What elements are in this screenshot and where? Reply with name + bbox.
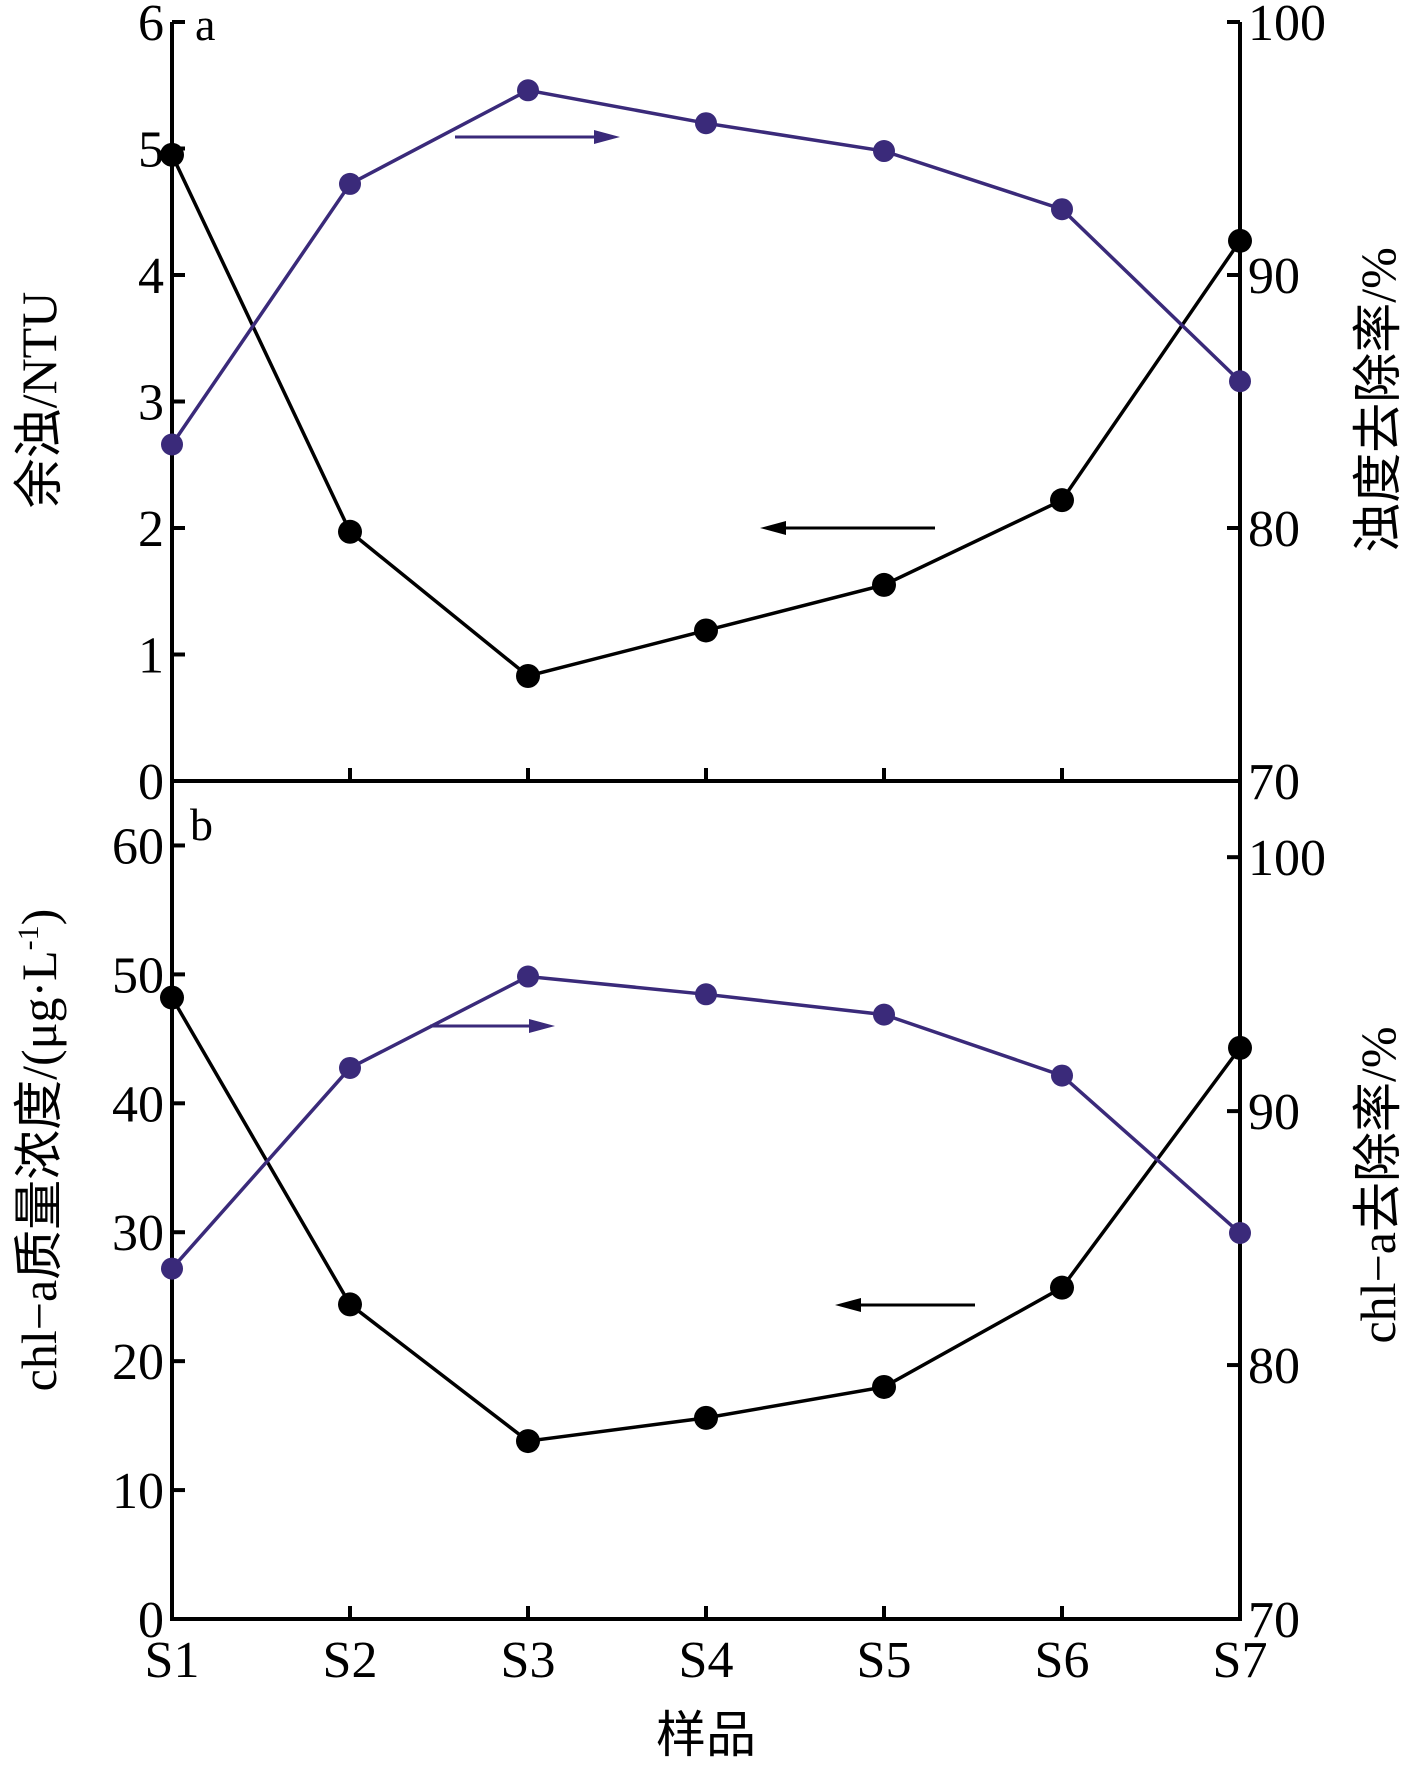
left-axis-title-end: )	[11, 909, 67, 926]
data-point	[160, 142, 184, 167]
left-tick-label: 0	[138, 1592, 164, 1649]
data-point	[339, 1056, 361, 1079]
left-tick-label: 1	[138, 628, 164, 685]
data-point	[1051, 198, 1073, 221]
data-point	[339, 172, 361, 195]
right-axis-title: 浊度去除率/%	[1350, 247, 1406, 553]
data-point	[1229, 1222, 1251, 1245]
x-tick-label: S1	[145, 1632, 200, 1689]
left-tick-label: 0	[138, 754, 164, 811]
data-point	[338, 1292, 362, 1317]
data-point	[161, 1257, 183, 1280]
data-point	[1228, 1035, 1252, 1060]
data-point	[872, 1374, 896, 1399]
panel-a: 0 1 2 3 4 5 6 70 80 90 100 a 余浊/NTU 浊度去除率/%	[11, 0, 1406, 811]
right-tick-label: 90	[1248, 248, 1300, 305]
right-tick-label: 80	[1248, 1338, 1300, 1395]
left-axis-title: 余浊/NTU	[11, 292, 67, 509]
data-point	[1051, 1064, 1073, 1087]
data-point	[695, 983, 717, 1006]
x-tick-label: S7	[1213, 1632, 1268, 1689]
right-tick-label: 100	[1248, 0, 1326, 52]
data-point	[338, 519, 362, 544]
data-point	[873, 140, 895, 163]
left-tick-label: 10	[112, 1463, 164, 1520]
data-point	[1050, 1275, 1074, 1300]
arrow-head	[594, 130, 620, 144]
left-tick-label: 5	[138, 122, 164, 179]
x-tick-label: S3	[501, 1632, 556, 1689]
arrow-head	[835, 1298, 861, 1312]
left-tick-label: 30	[112, 1205, 164, 1262]
panel-label: b	[190, 799, 213, 850]
left-tick-label: 4	[138, 248, 164, 305]
right-tick-label: 80	[1248, 501, 1300, 558]
data-point	[1050, 488, 1074, 513]
series-line	[170, 996, 1242, 1443]
x-axis-title: 样品	[656, 1707, 756, 1763]
data-point	[516, 664, 540, 689]
data-point	[1229, 370, 1251, 393]
left-tick-label: 3	[138, 375, 164, 432]
right-axis-title: chl−a去除率/%	[1350, 1026, 1406, 1343]
left-axis-title: chl−a质量浓度/(μg·L-1)	[11, 909, 67, 1392]
panel-b: 0 10 20 30 40 50 60 70 80 90 100 S1 S2 S3 S4 S5 S6 S7 b chl…	[11, 781, 1406, 1763]
right-tick-label: 70	[1248, 1592, 1300, 1649]
data-point	[516, 1429, 540, 1454]
arrow-head	[529, 1019, 555, 1033]
panel-label: a	[195, 0, 215, 50]
right-tick-label: 70	[1248, 754, 1300, 811]
data-point	[873, 1003, 895, 1026]
x-tick-label: S2	[323, 1632, 378, 1689]
data-point	[872, 572, 896, 597]
data-point	[517, 79, 539, 102]
data-point	[694, 1405, 718, 1430]
data-point	[1228, 228, 1252, 253]
right-tick-label: 100	[1248, 830, 1326, 887]
series-line	[170, 154, 1242, 678]
data-point	[694, 618, 718, 643]
left-tick-label: 2	[138, 501, 164, 558]
left-tick-label: 6	[138, 0, 164, 52]
x-tick-label: S4	[679, 1632, 734, 1689]
left-axis-title-superscript: -1	[12, 925, 45, 950]
data-point	[161, 433, 183, 456]
left-tick-label: 50	[112, 947, 164, 1004]
series-line	[170, 88, 1242, 446]
left-tick-label: 40	[112, 1076, 164, 1133]
x-tick-label: S6	[1035, 1632, 1090, 1689]
series-line	[170, 974, 1242, 1270]
arrow-head	[760, 521, 786, 535]
data-point	[160, 985, 184, 1010]
data-point	[517, 965, 539, 988]
right-tick-label: 90	[1248, 1084, 1300, 1141]
data-point	[695, 112, 717, 135]
left-tick-label: 20	[112, 1334, 164, 1391]
x-tick-label: S5	[857, 1632, 912, 1689]
left-tick-label: 60	[112, 818, 164, 875]
